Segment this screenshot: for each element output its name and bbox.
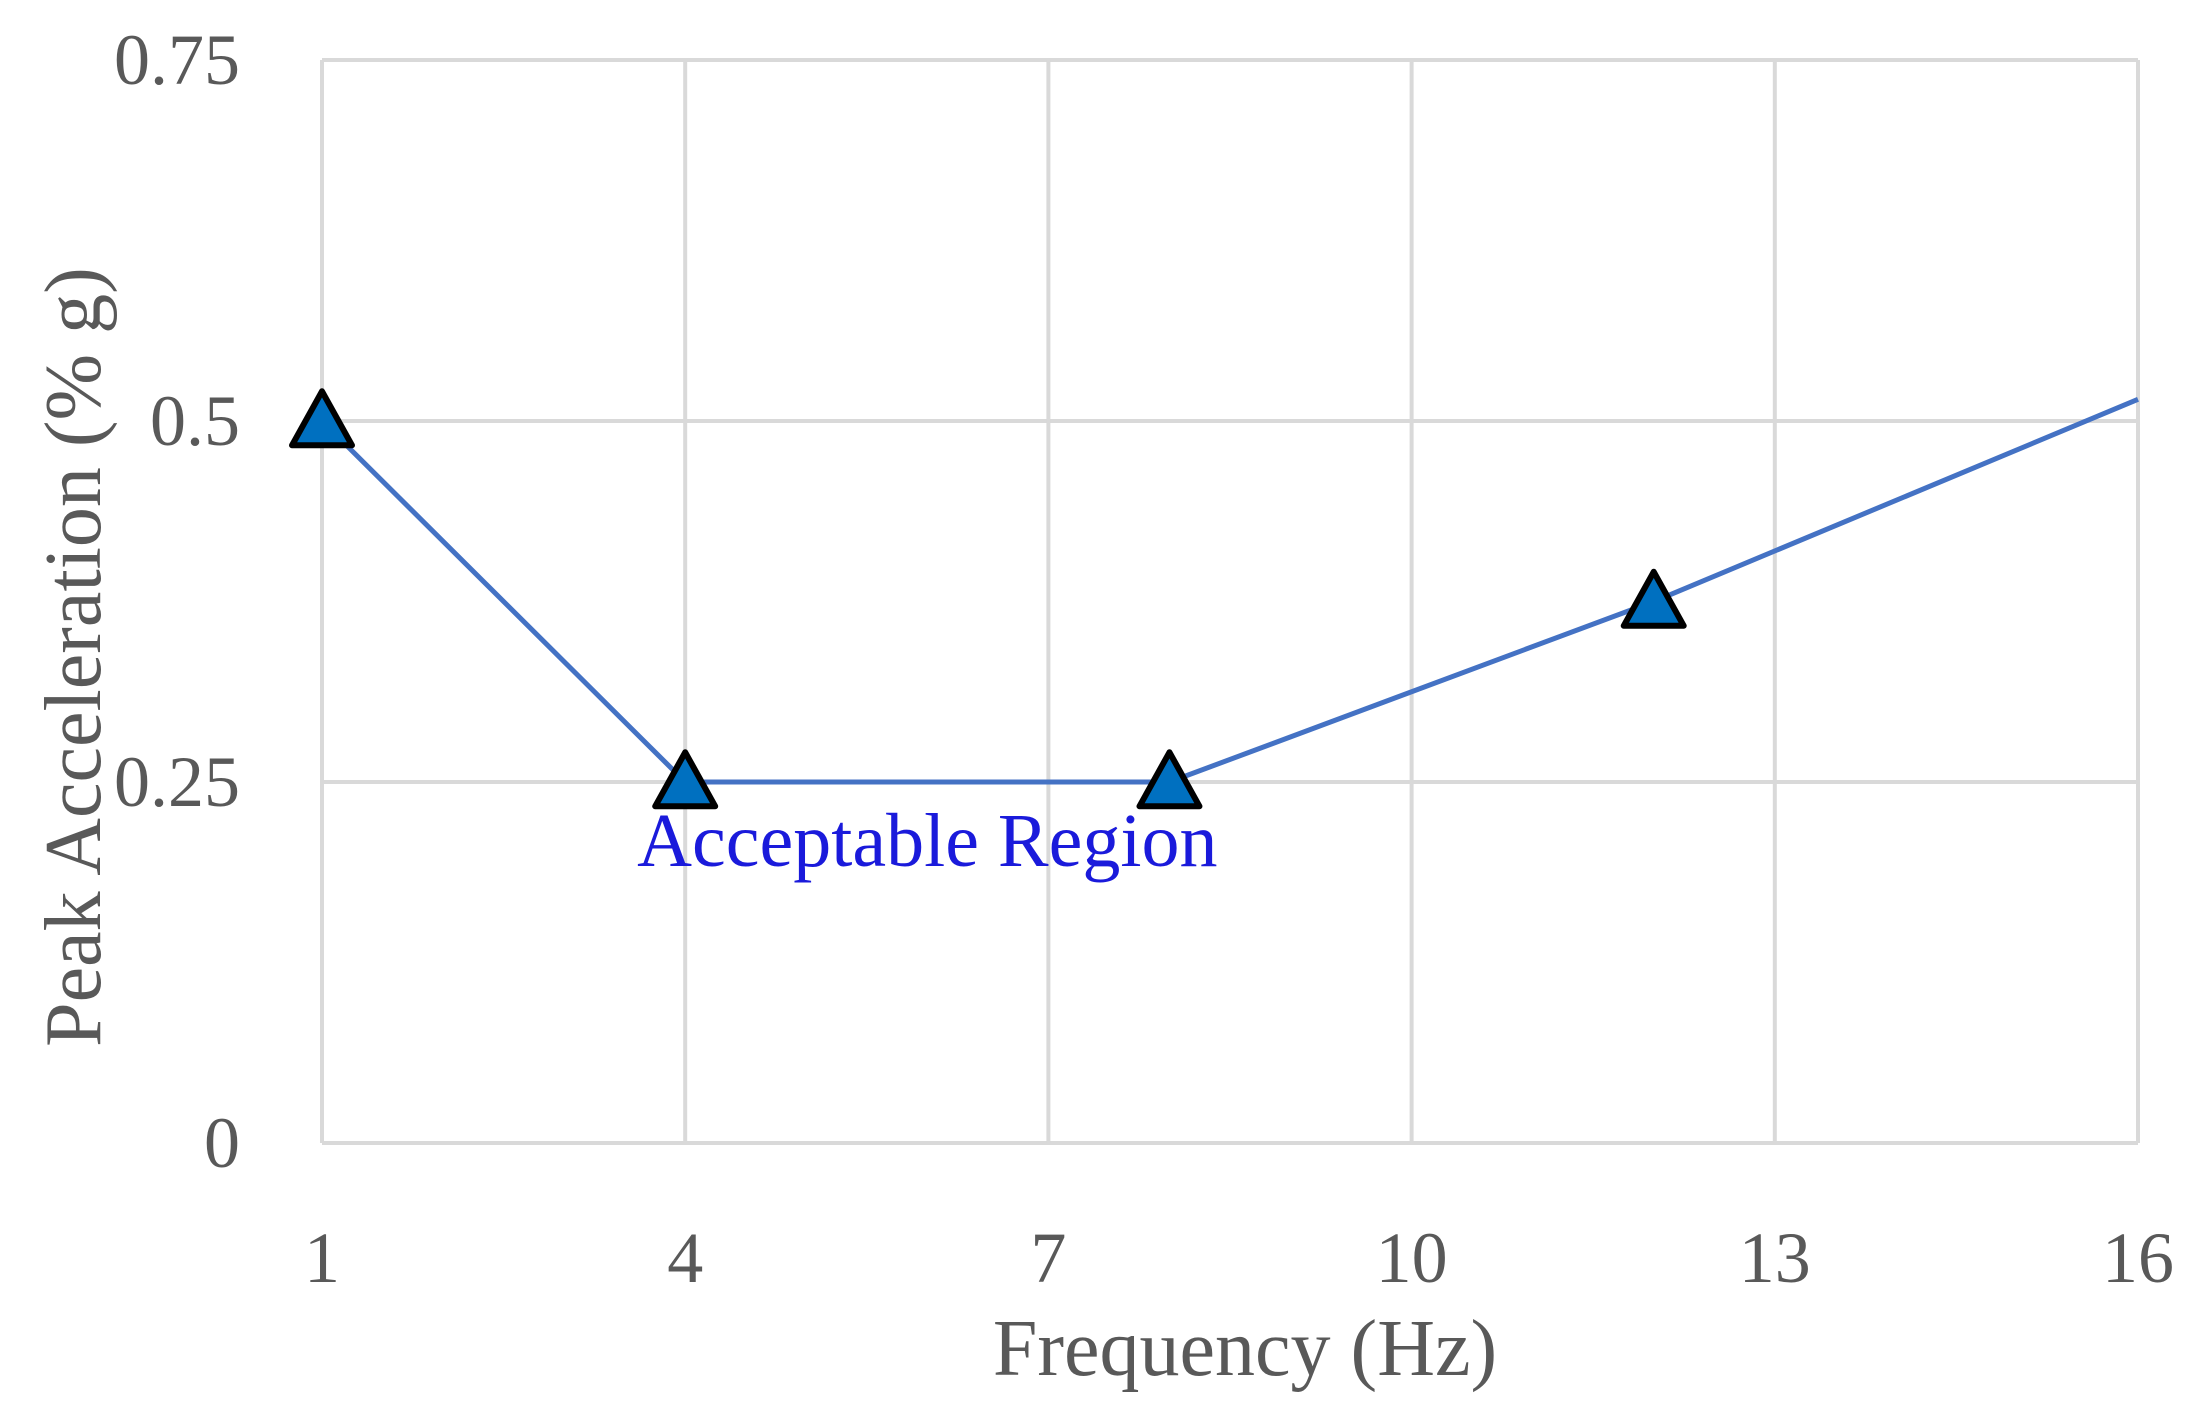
x-tick-label: 13 bbox=[1739, 1218, 1811, 1298]
y-tick-label: 0.25 bbox=[114, 742, 240, 822]
x-tick-label: 16 bbox=[2102, 1218, 2174, 1298]
y-axis-title: Peak Acceleration (% g) bbox=[30, 267, 118, 1047]
x-axis-title: Frequency (Hz) bbox=[993, 1305, 1497, 1393]
y-tick-label: 0.5 bbox=[150, 381, 240, 461]
x-tick-label: 4 bbox=[667, 1218, 703, 1298]
triangle-marker bbox=[1136, 749, 1203, 810]
triangle-marker bbox=[1620, 568, 1687, 629]
triangle-marker bbox=[652, 749, 719, 810]
annotation-label: Acceptable Region bbox=[637, 799, 1217, 883]
gridlines bbox=[320, 58, 2140, 1145]
triangle-marker bbox=[289, 388, 355, 449]
y-tick-label: 0 bbox=[204, 1103, 240, 1183]
y-tick-label: 0.75 bbox=[114, 20, 240, 100]
series bbox=[289, 388, 2139, 810]
annotations: Acceptable Region bbox=[637, 799, 1217, 883]
x-tick-labels: 1 4 7 10 13 16 bbox=[304, 1218, 2174, 1298]
series-line bbox=[320, 397, 2139, 785]
y-tick-labels: 0 0.25 0.5 0.75 bbox=[114, 20, 240, 1183]
x-tick-label: 10 bbox=[1376, 1218, 1448, 1298]
x-tick-label: 1 bbox=[304, 1218, 340, 1298]
x-tick-label: 7 bbox=[1030, 1218, 1066, 1298]
